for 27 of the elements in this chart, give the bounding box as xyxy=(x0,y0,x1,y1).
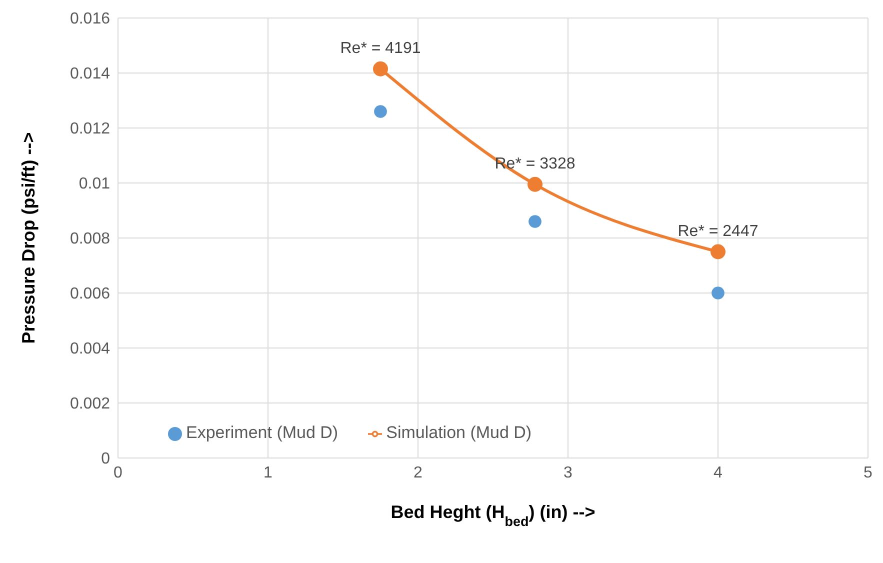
x-tick-label: 1 xyxy=(264,464,273,482)
y-tick-label: 0.014 xyxy=(70,66,110,83)
x-tick-label: 3 xyxy=(564,464,573,482)
point xyxy=(710,244,726,260)
point xyxy=(528,176,542,192)
point xyxy=(528,215,542,228)
y-tick-label: 0.004 xyxy=(70,340,110,358)
y-tick-label: 0 xyxy=(101,450,110,468)
y-tick-label: 0.006 xyxy=(70,286,110,303)
point xyxy=(373,61,388,76)
y-tick-label: 0.008 xyxy=(70,230,110,248)
x-tick-label: 0 xyxy=(114,464,123,482)
x-tick-label: 2 xyxy=(414,464,423,482)
y-tick-label: 0.01 xyxy=(78,176,110,193)
legend-label: Simulation (Mud D) xyxy=(386,423,532,442)
x-tick-label: 5 xyxy=(864,464,873,482)
x-axis-title: Bed Heght (H$_{bed}$) (in) --> xyxy=(390,502,596,528)
annotation: Re* = 4191 xyxy=(340,40,421,57)
y-axis-title: Pressure Drop (psi/ft) --> xyxy=(18,132,38,344)
point xyxy=(712,286,724,300)
legend-label: Experiment (Mud D) xyxy=(186,423,338,442)
y-tick-label: 0.002 xyxy=(70,396,110,413)
y-tick-label: 0.016 xyxy=(70,10,110,28)
point xyxy=(374,105,387,118)
annotation: Re* = 2447 xyxy=(678,222,758,240)
x-tick-label: 4 xyxy=(714,464,723,482)
y-tick-label: 0.012 xyxy=(70,120,110,138)
